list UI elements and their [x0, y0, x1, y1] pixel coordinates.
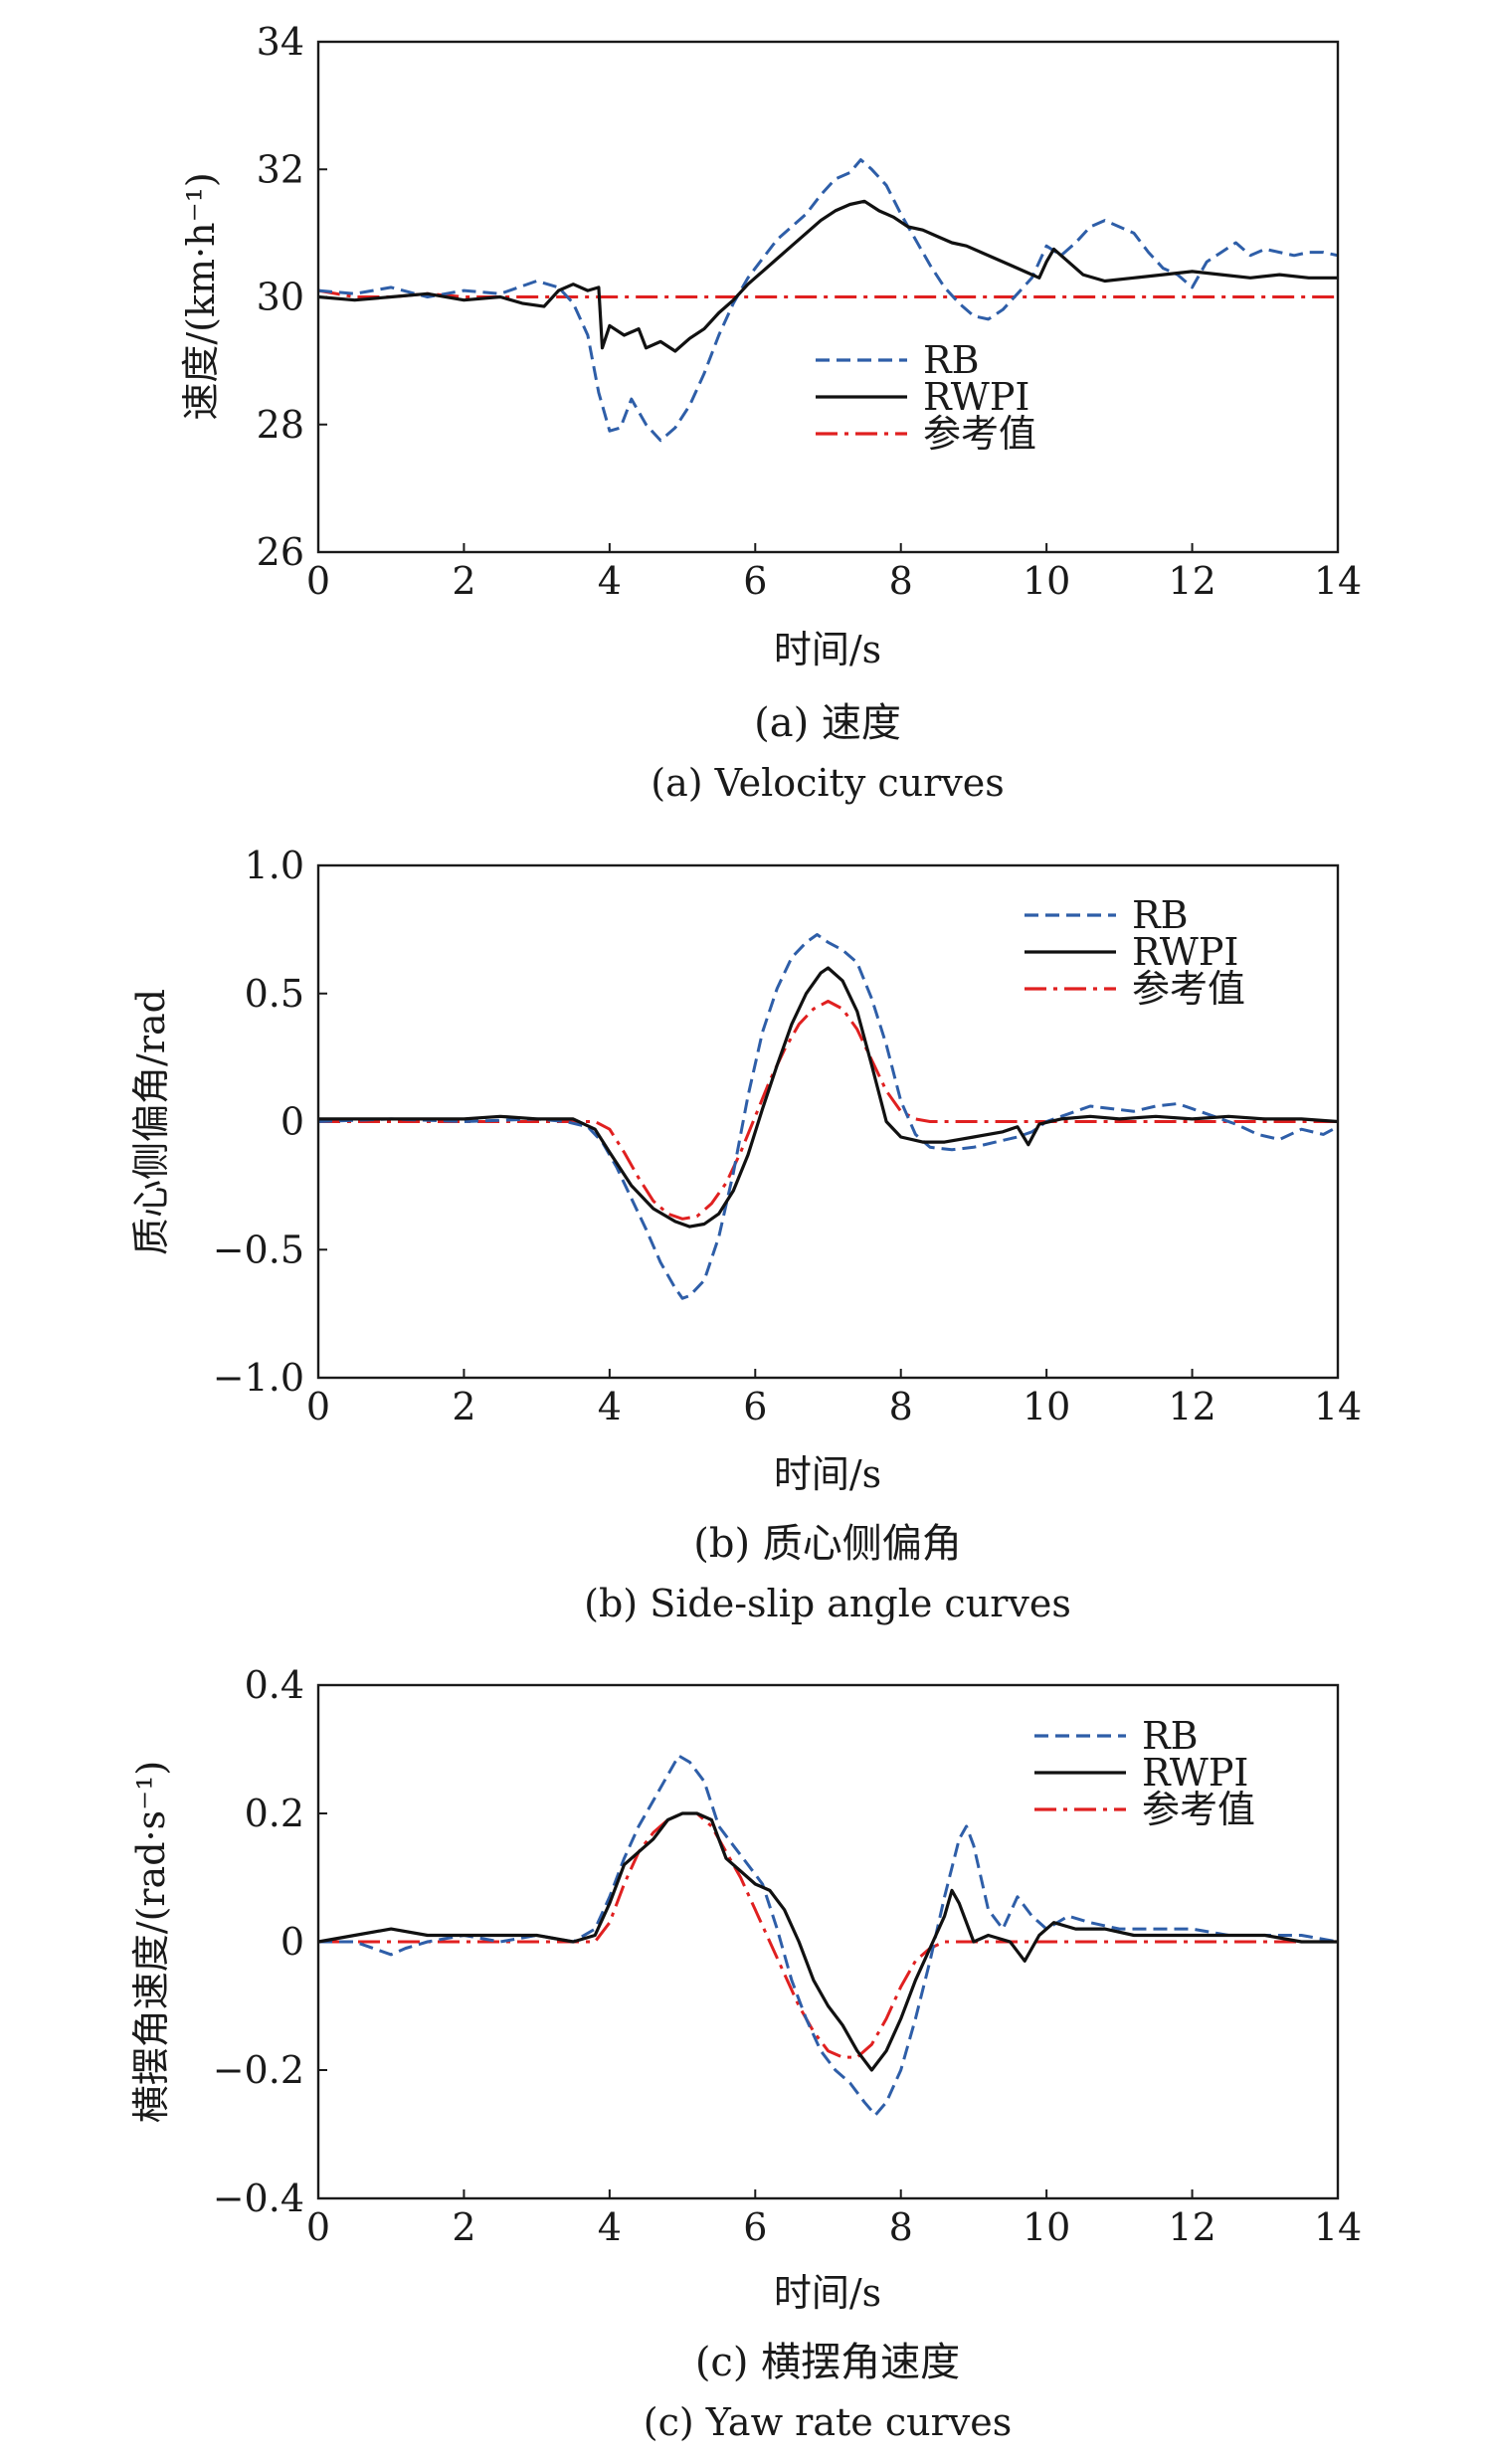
y-tick-label: 0 [280, 1100, 304, 1144]
caption-cn: (a) 速度 [754, 700, 901, 746]
legend-label: RWPI [923, 375, 1029, 419]
y-tick-label: −0.5 [213, 1228, 304, 1271]
y-tick-label: −0.2 [213, 2048, 304, 2092]
caption-cn: (b) 质心侧偏角 [693, 1521, 962, 1567]
x-tick-label: 6 [743, 559, 767, 603]
series-lines [317, 1754, 1339, 2117]
x-tick-label: 12 [1168, 559, 1215, 603]
x-tick-label: 10 [1023, 2205, 1070, 2249]
x-tick-label: 4 [598, 2205, 622, 2249]
caption-en: (b) Side-slip angle curves [584, 1582, 1071, 1625]
plot-frame [316, 40, 1340, 554]
y-tick-label: 32 [257, 147, 304, 191]
x-tick-label: 0 [306, 1385, 330, 1428]
y-tick-label: 30 [257, 276, 304, 319]
y-tick-label: 34 [257, 20, 304, 64]
y-tick-label: −0.4 [213, 2177, 304, 2220]
x-tick-label: 14 [1314, 1385, 1362, 1428]
axis-ticks: 0 2 4 6 8 10 12 14 26 28 30 32 34 [257, 20, 1363, 603]
legend-label: RWPI [1142, 1751, 1248, 1795]
caption-en: (c) Yaw rate curves [644, 2400, 1012, 2444]
x-axis-title: 时间/s [774, 1452, 881, 1496]
x-tick-label: 2 [452, 559, 475, 603]
y-tick-label: 1.0 [245, 844, 304, 887]
series-line-2 [318, 1000, 1338, 1221]
x-axis-title: 时间/s [774, 2271, 881, 2315]
x-axis-title: 时间/s [774, 628, 881, 671]
plot-frame [316, 863, 1340, 1380]
x-tick-label: 2 [452, 1385, 475, 1428]
legend-label: 参考值 [1132, 967, 1245, 1011]
y-tick-label: 0.4 [245, 1663, 304, 1707]
legend-label: RB [1132, 893, 1189, 937]
x-tick-label: 14 [1314, 559, 1362, 603]
legend-label: 参考值 [923, 412, 1036, 456]
y-tick-label: 0.5 [245, 972, 304, 1016]
x-tick-label: 8 [889, 1385, 913, 1428]
series-line-1 [317, 1811, 1338, 2072]
series-line-0 [317, 158, 1339, 443]
legend-label: RWPI [1132, 930, 1238, 974]
y-tick-label: 26 [257, 530, 304, 574]
series-line-2 [317, 288, 1338, 298]
x-tick-label: 10 [1023, 559, 1070, 603]
x-tick-label: 4 [598, 1385, 622, 1428]
legend-label: RB [923, 338, 980, 382]
series-line-1 [318, 966, 1339, 1229]
legend-label: RB [1142, 1714, 1199, 1758]
x-tick-label: 0 [306, 559, 330, 603]
y-axis-title: 速度/(km·h⁻¹) [179, 172, 223, 420]
axis-ticks: 0 2 4 6 8 10 12 14 −1.0 −0.5 0 0.5 1.0 [213, 844, 1362, 1428]
x-tick-label: 4 [598, 559, 622, 603]
series-lines [317, 158, 1339, 443]
legend-label: 参考值 [1142, 1788, 1255, 1831]
x-tick-label: 8 [889, 559, 913, 603]
y-tick-label: 0.2 [245, 1792, 304, 1835]
x-tick-label: 2 [452, 2205, 475, 2249]
x-tick-label: 6 [743, 1385, 767, 1428]
x-tick-label: 0 [306, 2205, 330, 2249]
series-lines [317, 933, 1339, 1300]
plot-frame [316, 1683, 1340, 2200]
series-line-0 [317, 933, 1339, 1300]
series-line-1 [317, 199, 1338, 353]
x-tick-label: 8 [889, 2205, 913, 2249]
x-tick-label: 12 [1168, 1385, 1215, 1428]
x-tick-label: 14 [1314, 2205, 1362, 2249]
x-tick-label: 6 [743, 2205, 767, 2249]
series-line-2 [318, 1811, 1338, 2059]
caption-cn: (c) 横摆角速度 [695, 2340, 960, 2385]
caption-en: (a) Velocity curves [651, 761, 1005, 805]
y-axis-title: 质心侧偏角/rad [129, 989, 173, 1255]
axis-ticks: 0 2 4 6 8 10 12 14 −0.4 −0.2 0 0.2 0.4 [213, 1663, 1362, 2249]
y-tick-label: 0 [280, 1920, 304, 1964]
x-tick-label: 12 [1168, 2205, 1215, 2249]
y-axis-title: 横摆角速度/(rad·s⁻¹) [129, 1761, 173, 2123]
y-tick-label: 28 [257, 403, 304, 447]
y-tick-label: −1.0 [213, 1356, 304, 1400]
x-tick-label: 10 [1023, 1385, 1070, 1428]
